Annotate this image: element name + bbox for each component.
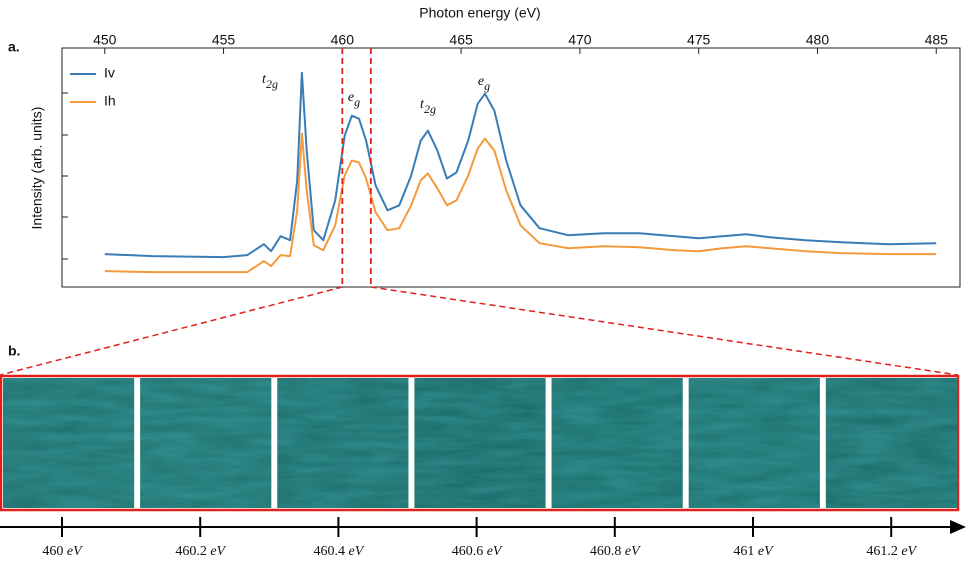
zoom-line [370,286,959,376]
y-axis-ticks [62,92,68,260]
legend-label: Ih [104,93,116,109]
image-texture [688,378,820,508]
image-texture [825,378,957,508]
image-texture [414,378,546,508]
x-tick-label: 460 [331,32,355,48]
image-texture [140,378,272,508]
y-axis-label: Intensity (arb. units) [29,107,45,230]
image-texture [277,378,409,508]
image-label: 460.6 eV [452,544,503,559]
x-axis-label: Photon energy (eV) [419,5,540,21]
legend-label: Iv [104,65,115,81]
panel-label: b. [8,343,20,359]
image-texture [3,378,135,508]
image-texture [551,378,683,508]
time-axis [0,520,966,534]
peak-annotation: t2g [420,97,436,116]
x-tick-label: 455 [212,32,236,48]
peak-annotation: t2g [262,72,278,91]
axis-arrow [950,520,966,534]
zoom-line [0,286,343,376]
x-tick-label: 470 [568,32,592,48]
image-label: 460.8 eV [590,544,641,559]
image-label: 461.2 eV [866,544,917,559]
image-label: 460.4 eV [314,544,365,559]
peak-annotation: eg [478,74,490,93]
peak-annotation: eg [348,90,360,109]
x-tick-label: 485 [925,32,949,48]
x-tick-label: 450 [93,32,117,48]
x-tick-label: 475 [687,32,711,48]
plot-frame [61,47,961,288]
image-label: 461 eV [733,544,774,559]
data-line [104,71,937,259]
panel-label: a. [8,39,20,55]
data-line [104,132,937,274]
x-tick-label: 465 [449,32,473,48]
image-label: 460.2 eV [175,544,226,559]
image-label: 460 eV [42,544,83,559]
x-tick-label: 480 [806,32,830,48]
